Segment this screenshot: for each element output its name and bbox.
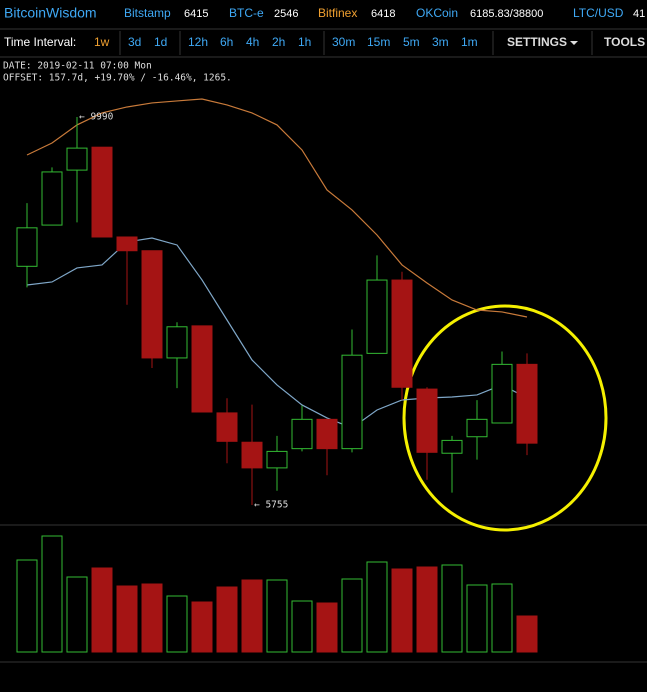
volume-bar <box>291 600 313 653</box>
toolbar-separators <box>119 31 593 55</box>
volume-bar <box>316 602 338 653</box>
market-name[interactable]: OKCoin <box>416 6 458 20</box>
market-price: 2546 <box>274 8 298 20</box>
candle-body <box>366 279 388 354</box>
interval-button[interactable]: 5m <box>403 35 420 49</box>
interval-button[interactable]: 6h <box>220 35 233 49</box>
volume-bar <box>141 583 163 653</box>
candle-body <box>316 418 338 450</box>
volume-bar <box>341 578 363 653</box>
candle-body <box>466 418 488 438</box>
interval-button[interactable]: 30m <box>332 35 355 49</box>
volume-bar <box>266 579 288 653</box>
candle-body <box>66 147 88 171</box>
candle-body <box>166 326 188 359</box>
volume-bar <box>16 559 38 653</box>
candle-body <box>491 363 513 424</box>
brand[interactable]: BitcoinWisdom <box>4 5 97 21</box>
market-name[interactable]: Bitstamp <box>124 6 171 20</box>
market-price: 6185.83/38800 <box>470 8 543 20</box>
interval-button[interactable]: 4h <box>246 35 259 49</box>
market-name[interactable]: LTC/USD <box>573 6 624 20</box>
interval-button[interactable]: 1d <box>154 35 167 49</box>
volume-bar <box>416 566 438 653</box>
candle-body <box>216 412 238 442</box>
interval-button[interactable]: 3d <box>128 35 141 49</box>
volume-bar <box>391 568 413 653</box>
dropdown-arrow <box>570 41 578 45</box>
offset-info: OFFSET: 157.7d, +19.70% / -16.46%, 1265. <box>3 73 232 84</box>
high-label: ← 9990 <box>79 111 114 122</box>
volume-bar <box>91 567 113 653</box>
interval-button[interactable]: 2h <box>272 35 285 49</box>
interval-button[interactable]: 3m <box>432 35 449 49</box>
volume-bar <box>166 595 188 653</box>
market-name[interactable]: BTC-e <box>229 6 264 20</box>
candle-body <box>241 441 263 469</box>
interval-button[interactable]: 12h <box>188 35 208 49</box>
volume-bar <box>441 564 463 653</box>
interval-label: Time Interval: <box>4 35 76 49</box>
volume-bar <box>66 576 88 653</box>
market-price: 41 <box>633 8 645 20</box>
volume-bar <box>491 583 513 653</box>
interval-button[interactable]: 1h <box>298 35 311 49</box>
candle-body <box>391 279 413 388</box>
candle-body <box>91 146 113 238</box>
moving-average <box>26 98 528 318</box>
candle-body <box>266 450 288 469</box>
volume-bar <box>366 561 388 653</box>
market-price: 6418 <box>371 8 395 20</box>
low-label: ← 5755 <box>254 500 288 511</box>
interval-button[interactable]: 15m <box>367 35 390 49</box>
volume-bar <box>241 579 263 653</box>
volume-bar <box>516 615 538 653</box>
candle-body <box>341 354 363 450</box>
moving-average <box>26 237 528 429</box>
date-info: DATE: 2019-02-11 07:00 Mon <box>3 61 152 72</box>
interval-button[interactable]: 1w <box>94 35 110 49</box>
volume-bar <box>191 601 213 653</box>
interval-button[interactable]: 1m <box>461 35 478 49</box>
market-price: 6415 <box>184 8 208 20</box>
candle-body <box>191 325 213 413</box>
candle-body <box>416 388 438 453</box>
candle-body <box>291 418 313 450</box>
tools-menu[interactable]: TOOLS <box>604 35 645 49</box>
volume-bar <box>216 586 238 653</box>
market-name[interactable]: Bitfinex <box>318 6 357 20</box>
volume-bar <box>466 584 488 653</box>
highlight-circle <box>402 304 608 532</box>
volume-bar <box>41 535 63 653</box>
candle-body <box>441 439 463 454</box>
settings-menu[interactable]: SETTINGS <box>507 35 567 49</box>
candle-body <box>516 363 538 444</box>
candle-body <box>141 250 163 359</box>
candle-body <box>116 236 138 252</box>
candle-body <box>16 227 38 267</box>
candle-body <box>41 171 63 226</box>
volume-bar <box>116 585 138 653</box>
